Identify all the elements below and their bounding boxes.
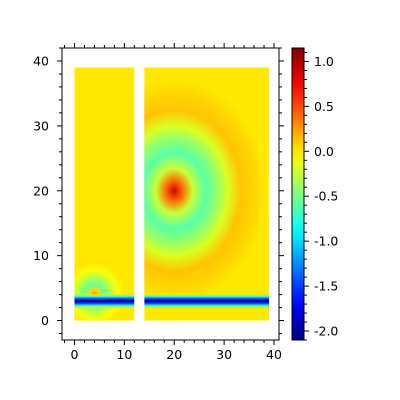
x-tick-label: 20 (166, 347, 182, 362)
right-panel (144, 67, 270, 321)
colorbar-tick-label: -1.0 (314, 234, 338, 249)
x-tick-label: 40 (266, 347, 282, 362)
colorbar-scale (291, 47, 305, 341)
y-tick-label: 40 (33, 53, 49, 68)
plot-area (74, 67, 270, 321)
colorbar: 1.0 0.5 0.0 -0.5 -1.0 -1.5 -2.0 (291, 47, 338, 341)
x-tick-label: 30 (216, 347, 232, 362)
y-tick-label: 20 (33, 183, 49, 198)
x-tick-label: 0 (70, 347, 78, 362)
x-tick-label: 10 (116, 347, 132, 362)
source-field (144, 79, 267, 303)
axes-frame (61, 47, 280, 341)
axes: 0 10 20 30 40 0 10 20 30 40 (33, 43, 284, 362)
colorbar-tick-label: 1.0 (314, 54, 334, 69)
y-tick-label: 0 (41, 313, 49, 328)
colorbar-tick-label: 0.0 (314, 144, 334, 159)
y-tick-label: 30 (33, 118, 49, 133)
colorbar-tick-label: -2.0 (314, 324, 338, 339)
colorbar-tick-label: -1.5 (314, 279, 338, 294)
colorbar-tick-label: 0.5 (314, 99, 334, 114)
colorbar-tick-label: -0.5 (314, 189, 338, 204)
left-panel (74, 67, 135, 321)
y-tick-label: 10 (33, 248, 49, 263)
